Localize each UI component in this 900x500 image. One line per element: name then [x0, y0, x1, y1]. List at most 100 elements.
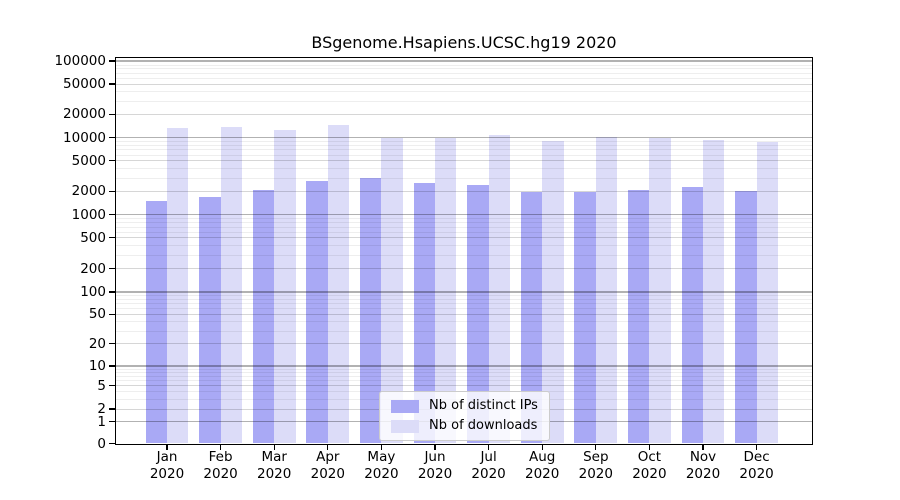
- x-tick-month: Oct: [637, 449, 662, 465]
- minor-gridline: [116, 101, 812, 102]
- y-tick-label-100000: 100000: [54, 53, 106, 69]
- x-tick-label-feb: Feb 2020: [191, 449, 251, 483]
- x-tick-year: 2020: [578, 466, 613, 482]
- x-tick-mark-jul: [487, 443, 490, 450]
- grid-layer: [116, 58, 812, 444]
- minor-gridline: [116, 222, 812, 223]
- x-tick-label-jul: Jul 2020: [459, 449, 519, 483]
- minor-gridline: [116, 303, 812, 305]
- minor-gridline: [116, 177, 812, 179]
- x-tick-label-nov: Nov 2020: [673, 449, 733, 483]
- y-tick-mark-10000: [109, 136, 116, 139]
- major-gridline-20: [116, 343, 812, 345]
- x-tick-year: 2020: [310, 466, 345, 482]
- minor-gridline: [116, 149, 812, 151]
- minor-gridline: [116, 154, 812, 156]
- y-tick-label-20: 20: [88, 335, 106, 352]
- bar-distinct-ips-aug: [520, 192, 543, 444]
- bar-distinct-ips-dec: [735, 191, 757, 444]
- y-tick-mark-20: [109, 343, 116, 345]
- y-tick-mark-1: [109, 420, 116, 423]
- y-tick-label-5000: 5000: [71, 152, 106, 169]
- major-gridline-5: [116, 385, 812, 387]
- minor-gridline: [116, 299, 812, 301]
- minor-gridline: [116, 168, 812, 170]
- bar-downloads-nov: [703, 139, 725, 444]
- y-tick-mark-2: [109, 408, 116, 410]
- y-axis-spine: [114, 56, 116, 445]
- x-tick-month: Jun: [424, 449, 446, 465]
- minor-gridline: [116, 295, 812, 297]
- x-tick-year: 2020: [471, 466, 506, 482]
- x-tick-mark-jun: [434, 443, 436, 450]
- x-tick-month: Nov: [689, 449, 717, 465]
- x-tick-month: Apr: [316, 449, 340, 465]
- minor-gridline: [116, 376, 812, 378]
- bar-downloads-aug: [542, 140, 564, 444]
- legend-swatch-distinct-ips: [391, 399, 419, 413]
- major-gridline-100000: [116, 60, 812, 62]
- x-tick-month: Jan: [156, 449, 178, 465]
- minor-gridline: [116, 91, 812, 93]
- y-tick-label-100: 100: [80, 284, 106, 300]
- minor-gridline: [116, 372, 812, 374]
- y-tick-mark-5000: [109, 160, 116, 162]
- x-tick-mark-dec: [755, 443, 758, 450]
- bars-layer: [116, 58, 812, 444]
- x-tick-year: 2020: [739, 466, 774, 482]
- major-gridline-5000: [116, 160, 812, 162]
- y-tick-mark-5: [109, 384, 116, 387]
- minor-gridline: [116, 68, 812, 70]
- minor-gridline: [116, 330, 812, 332]
- x-tick-label-sep: Sep 2020: [566, 449, 626, 483]
- major-gridline-50: [116, 313, 812, 315]
- y-tick-label-200: 200: [80, 260, 106, 277]
- legend: Nb of distinct IPs Nb of downloads: [379, 391, 550, 441]
- x-tick-year: 2020: [203, 466, 238, 482]
- legend-label-downloads: Nb of downloads: [429, 418, 538, 433]
- x-tick-month: Aug: [529, 449, 556, 465]
- y-tick-mark-50000: [109, 83, 116, 85]
- major-gridline-2000: [116, 190, 812, 192]
- right-spine: [812, 56, 814, 445]
- x-tick-label-aug: Aug 2020: [512, 449, 572, 483]
- y-tick-mark-100: [109, 291, 116, 293]
- y-tick-label-0: 0: [97, 435, 106, 452]
- x-tick-mark-aug: [541, 443, 543, 450]
- major-gridline-500: [116, 237, 812, 239]
- minor-gridline: [116, 141, 812, 143]
- bar-distinct-ips-jun: [413, 183, 435, 444]
- minor-gridline: [116, 308, 812, 310]
- x-tick-month: May: [367, 449, 396, 465]
- y-tick-label-20000: 20000: [63, 106, 106, 123]
- y-tick-label-10: 10: [88, 358, 106, 374]
- minor-gridline: [116, 231, 812, 233]
- bar-distinct-ips-feb: [199, 196, 221, 444]
- legend-label-distinct-ips: Nb of distinct IPs: [429, 398, 538, 413]
- minor-gridline: [116, 255, 812, 257]
- x-tick-mark-may: [380, 443, 383, 450]
- x-tick-month: Jul: [480, 449, 497, 465]
- minor-gridline: [116, 218, 812, 220]
- bar-distinct-ips-may: [360, 177, 382, 444]
- minor-gridline: [116, 380, 812, 382]
- x-tick-label-mar: Mar 2020: [244, 449, 304, 483]
- bar-downloads-mar: [274, 130, 296, 444]
- x-tick-month: Mar: [261, 449, 287, 465]
- plot-area: [116, 58, 812, 444]
- y-tick-label-50: 50: [88, 306, 106, 323]
- major-gridline-200: [116, 268, 812, 270]
- bar-downloads-apr: [327, 124, 350, 444]
- y-tick-mark-500: [109, 237, 116, 239]
- y-tick-label-2: 2: [97, 401, 106, 417]
- x-tick-year: 2020: [257, 466, 292, 482]
- x-tick-mark-nov: [702, 443, 704, 450]
- bar-downloads-may: [381, 138, 403, 444]
- bar-distinct-ips-sep: [574, 192, 596, 444]
- x-tick-mark-sep: [595, 443, 597, 450]
- x-tick-month: Feb: [208, 449, 233, 465]
- legend-swatch-downloads: [391, 419, 419, 433]
- x-tick-year: 2020: [417, 466, 453, 482]
- bar-downloads-dec: [756, 142, 778, 444]
- bar-distinct-ips-mar: [252, 190, 275, 444]
